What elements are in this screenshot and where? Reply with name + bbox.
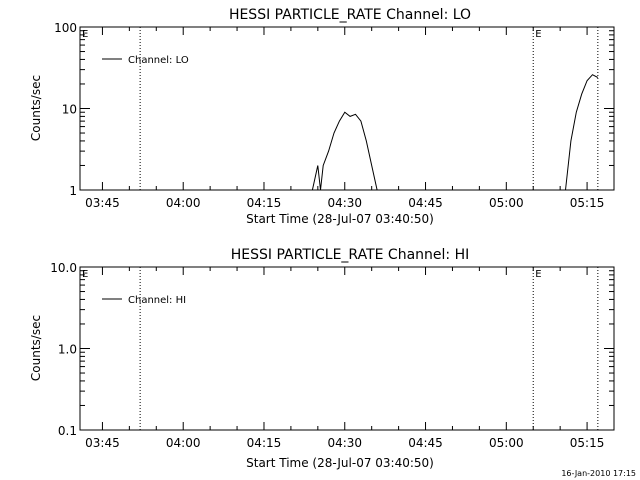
axis-ticks: 03:45 04:00 04:15 04:30 04:45 05:00 05:15 1 10 10… bbox=[54, 21, 614, 210]
x-axis-label: Start Time (28-Jul-07 03:40:50) bbox=[246, 456, 434, 470]
series-line bbox=[565, 74, 599, 191]
legend-entry: Channel: LO bbox=[128, 55, 189, 66]
x-tick-label: 03:45 bbox=[85, 196, 120, 210]
event-marker-label: E bbox=[82, 269, 88, 280]
axis-ticks: 03:45 04:00 04:15 04:30 04:45 05:00 05:15 0.1 1.… bbox=[50, 261, 614, 450]
series-line bbox=[311, 111, 378, 191]
event-markers: EE bbox=[82, 27, 599, 190]
x-tick-label: 04:00 bbox=[166, 436, 201, 450]
x-tick-label: 04:15 bbox=[247, 196, 282, 210]
event-marker-label: E bbox=[535, 29, 541, 40]
x-tick-label: 04:15 bbox=[247, 436, 282, 450]
legend-entry: Channel: HI bbox=[128, 295, 186, 306]
y-axis-label: Counts/sec bbox=[29, 315, 43, 381]
x-tick-label: 04:00 bbox=[166, 196, 201, 210]
x-tick-label: 05:00 bbox=[489, 196, 524, 210]
legend: Channel: HI bbox=[102, 295, 186, 306]
chart-title: HESSI PARTICLE_RATE Channel: HI bbox=[231, 247, 469, 263]
legend: Channel: LO bbox=[102, 55, 189, 66]
event-marker-label: E bbox=[535, 269, 541, 280]
x-axis-label: Start Time (28-Jul-07 03:40:50) bbox=[246, 212, 434, 226]
y-tick-label: 0.1 bbox=[58, 424, 77, 438]
footer-timestamp: 16-Jan-2010 17:15 bbox=[561, 469, 636, 478]
chart-panel-hi: HESSI PARTICLE_RATE Channel: HI Counts/s… bbox=[29, 247, 615, 470]
event-markers: EE bbox=[82, 267, 599, 430]
x-tick-label: 05:15 bbox=[570, 436, 605, 450]
chart-title: HESSI PARTICLE_RATE Channel: LO bbox=[229, 7, 471, 23]
plot-frame bbox=[79, 26, 615, 191]
y-tick-label: 10 bbox=[62, 103, 77, 117]
x-tick-label: 05:00 bbox=[489, 436, 524, 450]
y-tick-label: 100 bbox=[54, 21, 77, 35]
x-tick-label: 04:45 bbox=[408, 196, 443, 210]
y-axis-label: Counts/sec bbox=[29, 75, 43, 141]
x-tick-label: 05:15 bbox=[570, 196, 605, 210]
event-marker-label: E bbox=[82, 29, 88, 40]
plot-frame bbox=[79, 266, 615, 431]
y-tick-label: 1.0 bbox=[58, 343, 77, 357]
chart-panel-lo: HESSI PARTICLE_RATE Channel: LO Counts/s… bbox=[29, 7, 615, 226]
y-tick-label: 10.0 bbox=[50, 261, 77, 275]
x-tick-label: 04:30 bbox=[327, 196, 362, 210]
data-series bbox=[311, 74, 599, 191]
y-tick-label: 1 bbox=[69, 184, 77, 198]
x-tick-label: 04:45 bbox=[408, 436, 443, 450]
x-tick-label: 03:45 bbox=[85, 436, 120, 450]
x-tick-label: 04:30 bbox=[327, 436, 362, 450]
